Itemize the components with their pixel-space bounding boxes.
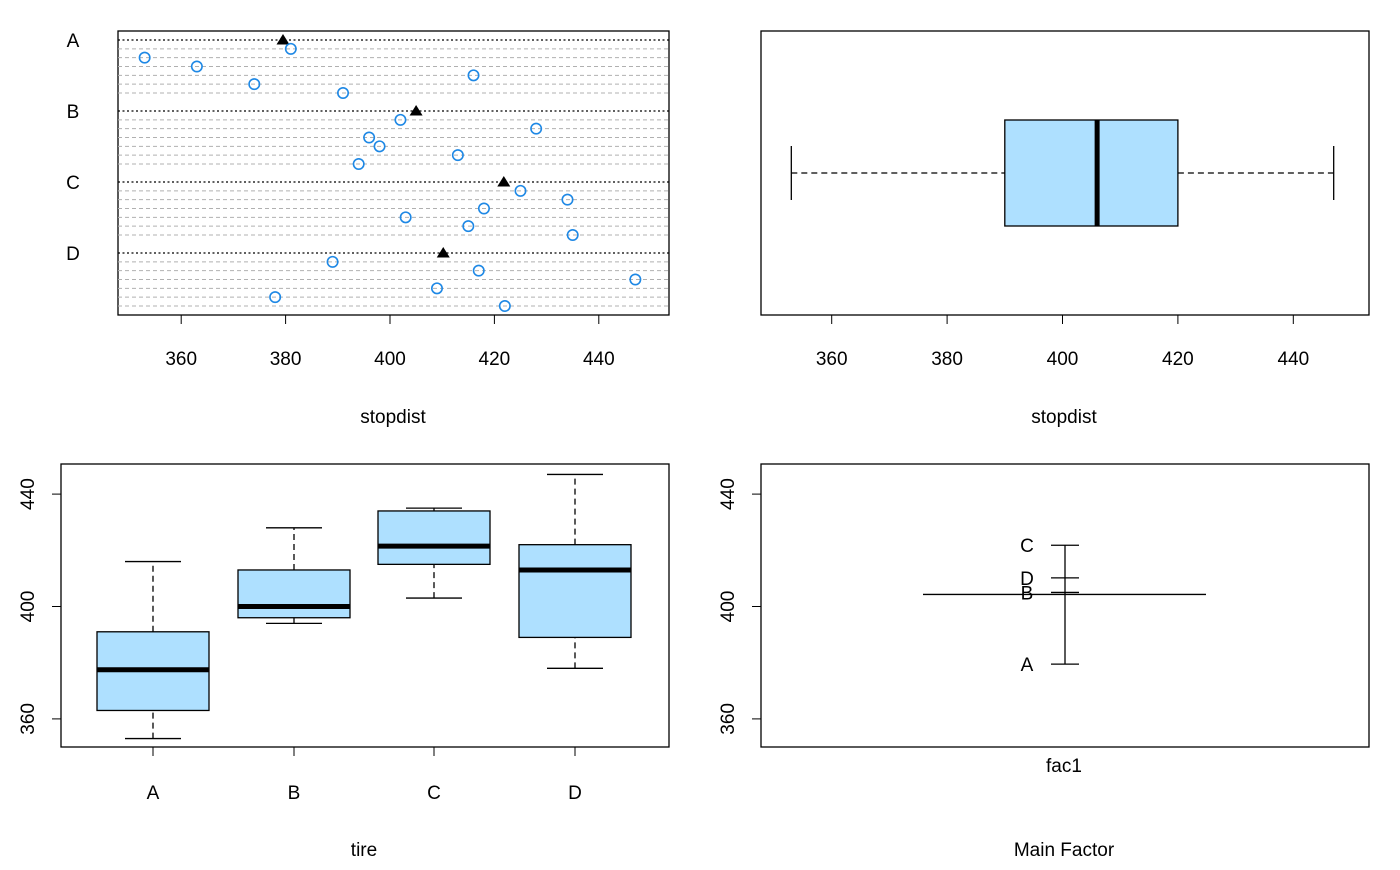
data-point xyxy=(394,113,407,126)
x-axis-title: tire xyxy=(351,840,377,861)
data-point xyxy=(462,220,475,233)
data-point xyxy=(363,131,376,144)
data-point xyxy=(248,78,261,91)
y-tick-label: 400 xyxy=(718,591,739,623)
x-tick-label: 420 xyxy=(1162,349,1194,370)
box-iqr xyxy=(377,510,491,565)
x-tick-label: 420 xyxy=(479,349,511,370)
data-point xyxy=(498,299,511,312)
level-label: B xyxy=(1021,583,1034,604)
x-tick-label: 400 xyxy=(374,349,406,370)
x-tick-label: B xyxy=(288,783,301,804)
data-point xyxy=(467,69,480,82)
data-point xyxy=(561,193,574,206)
y-tick-label: 440 xyxy=(18,478,39,510)
data-point xyxy=(138,51,151,64)
mean-marker xyxy=(497,176,511,187)
x-tick-label: 440 xyxy=(1277,349,1309,370)
x-axis-title: stopdist xyxy=(1031,407,1097,428)
data-point xyxy=(514,184,527,197)
y-tick-label: 400 xyxy=(18,591,39,623)
panel-dotplot: A B C D 360 380 400 420 440 stopdist xyxy=(66,30,670,428)
x-tick-label: 360 xyxy=(816,349,848,370)
x-tick-label: 360 xyxy=(165,349,197,370)
level-label: A xyxy=(1021,655,1034,676)
data-point xyxy=(530,122,543,135)
data-point xyxy=(373,140,386,153)
data-point xyxy=(352,157,365,170)
group-label: B xyxy=(67,102,80,123)
factor-name: fac1 xyxy=(1046,756,1082,777)
x-tick-label: 400 xyxy=(1047,349,1079,370)
data-point xyxy=(430,282,443,295)
data-point xyxy=(284,42,297,55)
x-tick-label: 380 xyxy=(931,349,963,370)
data-point xyxy=(190,60,203,73)
box-iqr xyxy=(1004,119,1179,227)
panel-boxplot-by-tire: A B C D 360 400 440 tire xyxy=(18,463,670,861)
box-iqr xyxy=(237,569,351,619)
y-tick-label: 360 xyxy=(18,703,39,735)
x-axis-title: stopdist xyxy=(360,407,426,428)
x-tick-label: 380 xyxy=(270,349,302,370)
x-tick-label: A xyxy=(147,783,160,804)
x-tick-label: C xyxy=(427,783,441,804)
mean-marker xyxy=(409,105,423,116)
data-point xyxy=(326,255,339,268)
x-tick-label: D xyxy=(568,783,582,804)
data-point xyxy=(472,264,485,277)
box-iqr xyxy=(518,544,632,639)
group-label: A xyxy=(67,31,80,52)
x-axis-title: Main Factor xyxy=(1014,840,1115,861)
mean-marker xyxy=(436,247,450,258)
group-label: D xyxy=(66,244,80,265)
data-point xyxy=(566,228,579,241)
data-point xyxy=(337,86,350,99)
data-point xyxy=(477,202,490,215)
y-tick-label: 360 xyxy=(718,703,739,735)
data-point xyxy=(269,291,282,304)
data-point xyxy=(629,273,642,286)
panel-boxplot-horizontal: 360 380 400 420 440 stopdist xyxy=(760,30,1370,428)
plot-frame xyxy=(117,30,670,316)
mean-marker xyxy=(276,34,290,45)
group-label: C xyxy=(66,173,80,194)
data-point xyxy=(451,149,464,162)
y-tick-label: 440 xyxy=(718,478,739,510)
x-tick-label: 440 xyxy=(583,349,615,370)
level-label: C xyxy=(1020,536,1034,557)
level-label: D xyxy=(1020,569,1034,590)
data-point xyxy=(399,211,412,224)
